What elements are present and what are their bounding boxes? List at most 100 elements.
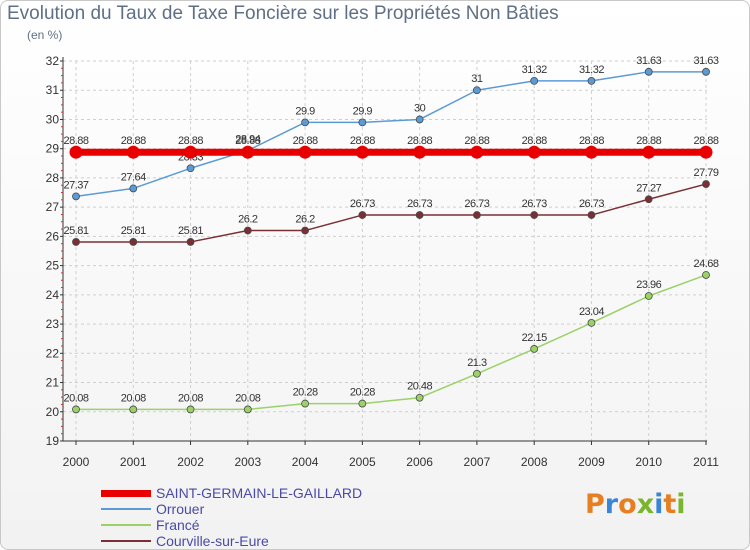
chart-title: Evolution du Taux de Taxe Foncière sur l… <box>7 3 559 24</box>
legend-label: Orrouer <box>156 501 205 517</box>
data-label: 23.04 <box>579 306 604 318</box>
data-label: 25.81 <box>63 225 88 237</box>
x-tick-label: 2010 <box>635 455 662 469</box>
data-label: 27.37 <box>63 179 88 191</box>
data-point <box>644 292 653 300</box>
x-tick-label: 2008 <box>521 455 548 469</box>
logo-letter: t <box>663 489 677 520</box>
data-point <box>186 238 195 246</box>
legend-item: Orrouer <box>101 501 362 517</box>
y-tick-label: 25 <box>46 259 60 273</box>
data-label: 27.27 <box>636 182 661 194</box>
data-label: 31.63 <box>636 55 661 67</box>
data-point <box>355 145 369 159</box>
data-point <box>530 76 539 85</box>
data-point <box>415 211 424 219</box>
data-point <box>358 118 367 127</box>
logo-letter: o <box>618 489 637 520</box>
series-franc-: 20.08 20.08 20.08 20.08 20.28 20.28 20.48 21.3 2… <box>63 258 719 414</box>
data-point <box>702 271 710 279</box>
data-label: 24.68 <box>693 258 718 270</box>
logo-letter: i <box>654 489 664 520</box>
legend-label: Francé <box>156 517 200 533</box>
data-label: 20.28 <box>293 387 318 399</box>
data-label: 30 <box>414 102 426 114</box>
data-label: 25.81 <box>178 225 203 237</box>
data-point <box>530 211 539 219</box>
data-label: 26.73 <box>522 198 547 210</box>
x-tick-label: 2001 <box>120 455 147 469</box>
data-label: 25.81 <box>121 225 146 237</box>
data-label: 26.73 <box>464 198 489 210</box>
x-tick-label: 2003 <box>234 455 261 469</box>
data-label: 28.88 <box>407 135 432 147</box>
data-label: 28.88 <box>579 135 604 147</box>
data-point <box>699 145 713 159</box>
legend: SAINT-GERMAIN-LE-GAILLARD Orrouer Francé Co… <box>101 485 362 549</box>
data-point <box>186 405 195 414</box>
data-point <box>186 164 195 173</box>
data-point <box>587 211 596 219</box>
data-point <box>644 67 653 76</box>
data-point <box>301 399 309 408</box>
x-tick-label: 2009 <box>578 455 605 469</box>
data-point <box>587 76 596 85</box>
series-line <box>75 71 706 198</box>
y-tick-label: 27 <box>46 200 60 214</box>
y-tick-label: 24 <box>46 288 60 302</box>
data-point <box>129 405 138 414</box>
logo-letter: i <box>676 489 686 520</box>
data-label: 28.88 <box>522 135 547 147</box>
y-tick-label: 26 <box>46 229 60 243</box>
legend-item: Francé <box>101 517 362 533</box>
data-label: 28.88 <box>293 135 318 147</box>
data-label: 20.08 <box>121 392 146 404</box>
legend-swatch <box>101 524 151 526</box>
data-label: 29.9 <box>295 105 315 117</box>
y-tick-label: 28 <box>46 171 60 185</box>
data-label: 26.73 <box>579 198 604 210</box>
data-label: 28.94 <box>235 133 260 145</box>
data-label: 21.3 <box>467 357 487 369</box>
y-tick-label: 23 <box>46 317 60 331</box>
legend-swatch <box>101 489 151 497</box>
data-point <box>243 226 252 235</box>
series-line <box>76 274 707 411</box>
data-label: 28.88 <box>235 135 260 147</box>
data-point <box>72 405 80 414</box>
data-point <box>642 145 656 159</box>
data-label: 20.08 <box>178 392 203 404</box>
data-point <box>241 145 255 159</box>
y-tick-label: 32 <box>46 54 60 68</box>
logo-letter: P <box>585 489 605 520</box>
y-tick-label: 20 <box>46 405 60 419</box>
x-tick-label: 2011 <box>693 455 719 469</box>
data-point <box>243 405 252 414</box>
y-tick-label: 31 <box>46 83 60 97</box>
data-point <box>184 145 198 159</box>
gridlines <box>63 60 707 442</box>
data-label: 26.73 <box>350 198 375 210</box>
legend-swatch <box>101 508 151 510</box>
x-tick-label: 2000 <box>63 455 90 469</box>
x-tick-label: 2007 <box>464 455 491 469</box>
legend-swatch <box>101 540 151 542</box>
data-point <box>72 238 80 246</box>
data-label: 28.88 <box>178 135 203 147</box>
y-tick-label: 21 <box>46 376 60 390</box>
series-saint-germain-le-gaillard: 28.88 28.88 28.88 28.88 28.88 28.88 28.88 28.88… <box>63 135 719 159</box>
data-label: 28.88 <box>350 135 375 147</box>
data-point <box>413 145 427 159</box>
data-label: 23.96 <box>636 279 661 291</box>
data-point <box>69 145 83 159</box>
data-point <box>129 184 138 193</box>
legend-item: Courville-sur-Eure <box>101 533 362 549</box>
proxiti-logo: Proxiti <box>585 489 686 520</box>
y-tick-label: 30 <box>46 112 60 126</box>
y-tick-label: 29 <box>46 142 60 156</box>
data-point <box>129 238 138 246</box>
data-label: 29.9 <box>353 105 373 117</box>
data-point <box>301 226 309 235</box>
data-label: 31.32 <box>579 64 604 76</box>
